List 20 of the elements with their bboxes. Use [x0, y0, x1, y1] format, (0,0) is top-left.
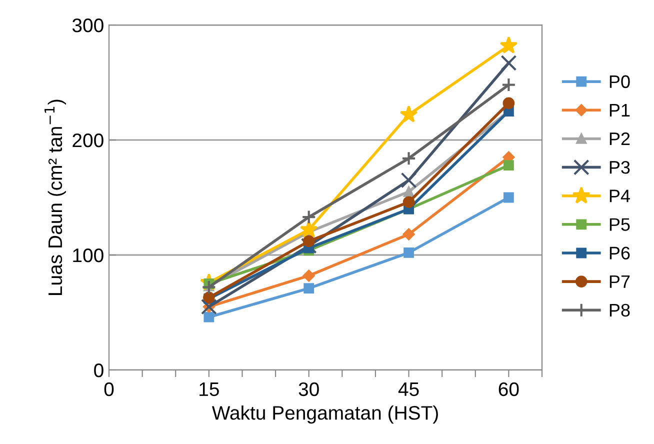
legend-label: P8: [610, 304, 630, 317]
y-tick-label: 200: [72, 133, 104, 148]
legend-label: P2: [610, 132, 630, 146]
legend-label: P5: [610, 218, 630, 231]
legend-label: P6: [610, 246, 630, 260]
x-tick-label: 0: [104, 382, 114, 396]
legend-label: P4: [610, 190, 630, 202]
y-tick-label: 0: [94, 363, 104, 378]
x-tick-label: 45: [398, 382, 419, 396]
x-tick-label: 15: [200, 382, 219, 396]
x-tick-label: 30: [298, 382, 319, 396]
legend-label: P0: [610, 75, 630, 88]
x-axis-title: Waktu Pengamatan (HST): [212, 405, 438, 424]
x-tick-label: 60: [498, 382, 519, 396]
y-tick-label: 100: [73, 248, 104, 262]
y-axis-title: Luas Daun (cm² tan$^{−1}$): [44, 100, 66, 295]
y-tick-label: 300: [72, 18, 104, 32]
legend-label: P3: [610, 160, 630, 174]
legend-label: P7: [610, 275, 630, 288]
legend-label: P1: [610, 104, 630, 116]
